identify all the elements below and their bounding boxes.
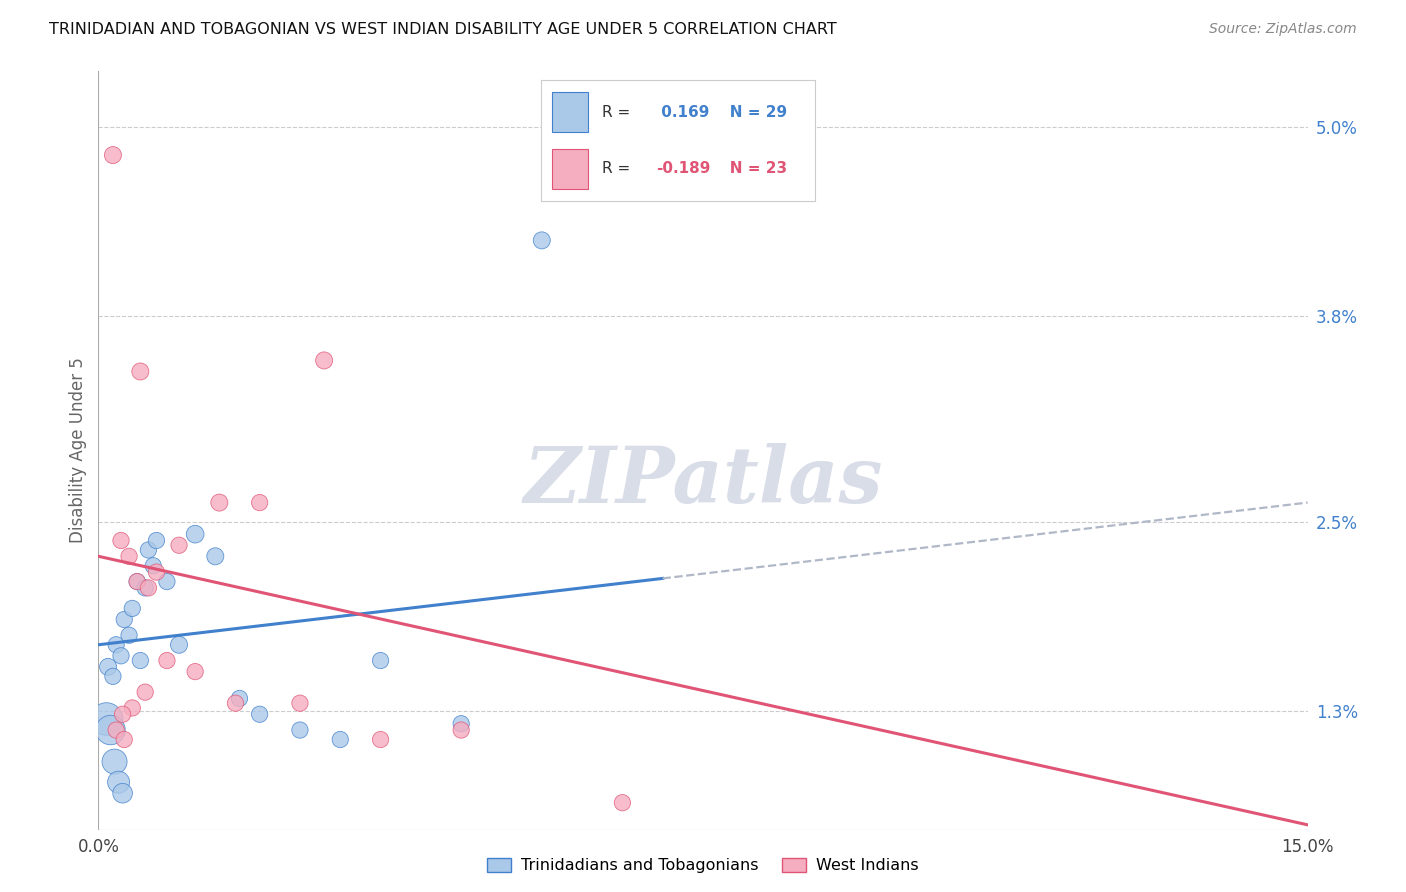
Text: 0.169: 0.169 <box>657 104 710 120</box>
Point <box>288 723 311 737</box>
Point <box>224 696 246 710</box>
Point <box>134 685 156 699</box>
Point <box>450 723 472 737</box>
Point <box>145 565 167 579</box>
Point <box>228 691 250 706</box>
Point <box>105 723 128 737</box>
Text: R =: R = <box>602 104 634 120</box>
Point <box>184 527 207 541</box>
Point <box>314 353 336 368</box>
Text: ZIPatlas: ZIPatlas <box>523 442 883 519</box>
Bar <box>553 93 588 132</box>
Text: R =: R = <box>602 161 634 177</box>
Point <box>97 660 120 674</box>
Point <box>167 538 190 552</box>
Point <box>129 364 152 378</box>
Point <box>138 543 160 558</box>
Point <box>121 601 143 615</box>
Point <box>107 775 129 789</box>
Point <box>105 638 128 652</box>
Point <box>450 716 472 731</box>
Point <box>145 533 167 548</box>
Text: N = 23: N = 23 <box>714 161 787 177</box>
Legend: Trinidadians and Tobagonians, West Indians: Trinidadians and Tobagonians, West India… <box>481 851 925 880</box>
Point <box>110 533 132 548</box>
Point <box>101 669 124 683</box>
Point <box>112 732 135 747</box>
Point <box>208 495 231 509</box>
Point <box>156 574 179 589</box>
Point <box>530 233 553 247</box>
Point <box>127 574 149 589</box>
Point <box>156 654 179 668</box>
Point <box>249 707 271 722</box>
Point <box>329 732 352 747</box>
Point <box>138 581 160 595</box>
Text: N = 29: N = 29 <box>714 104 787 120</box>
Point <box>118 549 141 564</box>
Text: Source: ZipAtlas.com: Source: ZipAtlas.com <box>1209 22 1357 37</box>
Y-axis label: Disability Age Under 5: Disability Age Under 5 <box>69 358 87 543</box>
Point <box>111 707 134 722</box>
Point <box>100 723 122 737</box>
Point <box>167 638 190 652</box>
Point <box>112 612 135 626</box>
Point <box>288 696 311 710</box>
Point <box>612 796 634 810</box>
Point <box>370 654 392 668</box>
Point <box>101 148 124 162</box>
Point <box>204 549 226 564</box>
Bar <box>553 149 588 188</box>
Point <box>110 648 132 663</box>
Point <box>111 786 134 800</box>
Point <box>134 581 156 595</box>
Point <box>118 628 141 642</box>
Point <box>103 755 125 769</box>
Point <box>184 665 207 679</box>
Point <box>249 495 271 509</box>
Text: TRINIDADIAN AND TOBAGONIAN VS WEST INDIAN DISABILITY AGE UNDER 5 CORRELATION CHA: TRINIDADIAN AND TOBAGONIAN VS WEST INDIA… <box>49 22 837 37</box>
Point <box>129 654 152 668</box>
Point <box>142 558 165 573</box>
Point <box>96 712 118 726</box>
Text: -0.189: -0.189 <box>657 161 711 177</box>
Point <box>121 701 143 715</box>
Point <box>127 574 149 589</box>
Point <box>370 732 392 747</box>
